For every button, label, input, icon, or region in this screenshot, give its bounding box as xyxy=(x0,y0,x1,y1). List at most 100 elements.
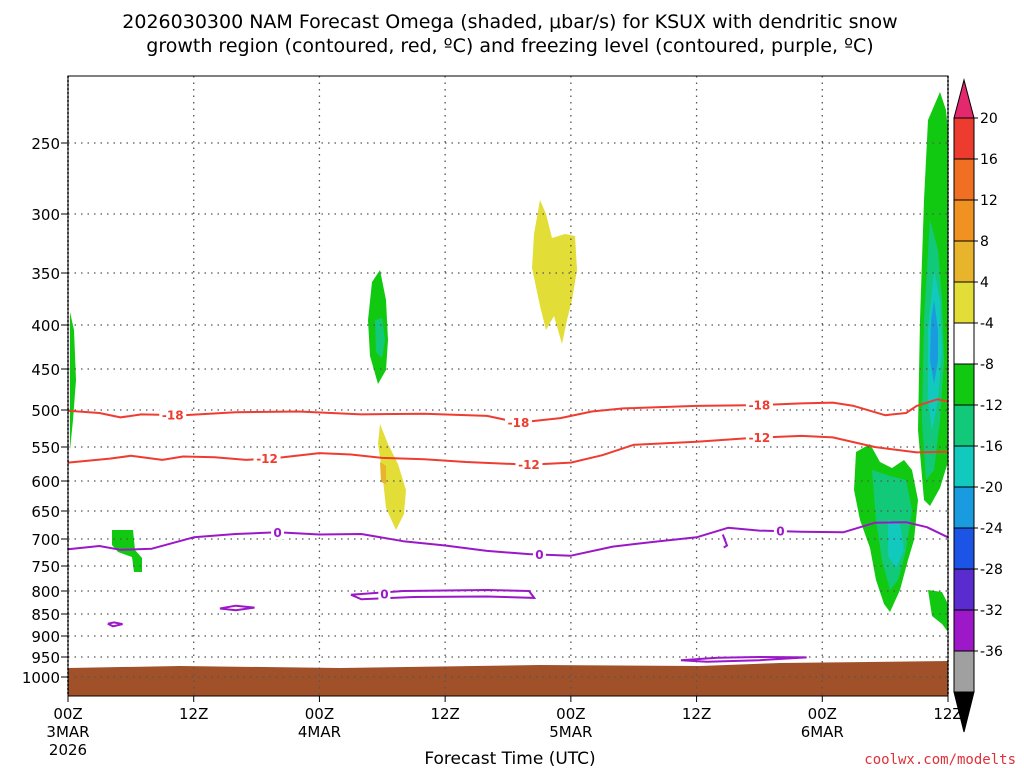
omega-region-ascent-e-core xyxy=(888,520,904,568)
contour-label: 0 xyxy=(273,526,281,540)
x-tick-sublabel: 2026 xyxy=(49,741,87,759)
colorbar-tick-label: -24 xyxy=(980,521,1003,537)
colorbar-tick-label: 8 xyxy=(980,234,989,250)
colorbar-segment xyxy=(953,199,975,242)
colorbar-tick-label: -20 xyxy=(980,480,1003,496)
y-tick-label: 1000 xyxy=(22,669,60,687)
omega-region-ascent-b-core xyxy=(375,318,385,358)
colorbar-segment xyxy=(953,445,975,488)
colorbar-segment xyxy=(953,486,975,529)
colorbar-tick-label: -32 xyxy=(980,603,1003,619)
colorbar: 20 16 12 8 4 -4 -8 -12 -16 -20 -24 -28 -32 -36 xyxy=(953,78,1003,733)
contour-line-1 xyxy=(67,434,949,466)
y-axis: 250 300 350 400 450 500 550 600 650 700 750 800 850 9… xyxy=(22,135,68,687)
colorbar-tick-label: -28 xyxy=(980,562,1003,578)
colorbar-tick-label: -16 xyxy=(980,439,1003,455)
colorbar-tick-label: -12 xyxy=(980,398,1003,414)
y-tick-label: 950 xyxy=(31,649,60,667)
colorbar-segment xyxy=(953,322,975,365)
y-tick-label: 250 xyxy=(31,135,60,153)
y-tick-label: 750 xyxy=(31,558,60,576)
contour-label: -12 xyxy=(749,431,771,445)
colorbar-segment xyxy=(953,363,975,406)
y-tick-label: 600 xyxy=(31,473,60,491)
x-tick-label: 00Z xyxy=(53,705,82,723)
contour-label-bg xyxy=(378,586,391,601)
contour-label-bg xyxy=(773,524,787,539)
colorbar-segment xyxy=(953,158,975,201)
omega-region-ascent-d-core xyxy=(930,300,938,384)
colorbar-segment xyxy=(953,527,975,570)
colorbar-segment xyxy=(953,281,975,324)
chart-title: 2026030300 NAM Forecast Omega (shaded, μ… xyxy=(122,11,897,57)
y-tick-label: 300 xyxy=(31,206,60,224)
contour-label: 0 xyxy=(535,548,543,562)
colorbar-top-arrow xyxy=(953,78,975,119)
colorbar-segment xyxy=(953,240,975,283)
colorbar-segment xyxy=(953,650,975,693)
colorbar-tick-label: 16 xyxy=(980,152,998,168)
y-tick-label: 400 xyxy=(31,317,60,335)
x-tick-sublabel: 4MAR xyxy=(298,723,341,741)
y-tick-label: 900 xyxy=(31,628,60,646)
contour-label: -18 xyxy=(508,416,530,430)
x-tick-sublabel: 6MAR xyxy=(801,723,844,741)
omega-region-ascent-a xyxy=(70,312,76,450)
credit-label: coolwx.com/modelts xyxy=(864,752,1016,768)
colorbar-tick-label: 4 xyxy=(980,275,989,291)
contour-line-2 xyxy=(67,521,949,557)
contour-label: -12 xyxy=(518,458,540,472)
freezing-loop-0 xyxy=(107,621,123,628)
plot-area xyxy=(68,76,948,696)
colorbar-tick-label: -8 xyxy=(980,357,994,373)
omega-region-descent-a xyxy=(378,424,406,530)
terrain-ground xyxy=(68,661,948,696)
contour-label-bg xyxy=(159,407,187,422)
freezing-loop-4 xyxy=(721,534,729,549)
x-tick-label: 12Z xyxy=(933,705,962,723)
contour-label-bg xyxy=(271,525,285,540)
contour-label: 0 xyxy=(380,587,388,601)
y-tick-label: 550 xyxy=(31,439,60,457)
ground-fill xyxy=(68,661,948,696)
contour-label-bg xyxy=(532,547,546,562)
contour-label: -12 xyxy=(256,452,278,466)
x-tick-label: 12Z xyxy=(682,705,711,723)
contour-label: 0 xyxy=(776,525,784,539)
contour-label: -18 xyxy=(162,408,184,422)
colorbar-tick-label: -4 xyxy=(980,316,994,332)
x-tick-sublabel: 5MAR xyxy=(549,723,592,741)
y-tick-label: 350 xyxy=(31,265,60,283)
x-tick-label: 12Z xyxy=(179,705,208,723)
colorbar-segment xyxy=(953,404,975,447)
contour-label-bg xyxy=(504,415,532,430)
y-tick-label: 700 xyxy=(31,531,60,549)
colorbar-segment xyxy=(953,568,975,611)
colorbar-tick-label: 20 xyxy=(980,111,998,127)
freezing-loop-3 xyxy=(680,655,807,663)
omega-region-ascent-f xyxy=(928,590,948,632)
y-tick-label: 850 xyxy=(31,606,60,624)
omega-region-descent-b xyxy=(532,200,577,344)
colorbar-bottom-arrow xyxy=(953,691,975,733)
x-axis-label: Forecast Time (UTC) xyxy=(424,749,595,768)
colorbar-segment xyxy=(953,609,975,652)
contour-label-bg xyxy=(745,430,773,445)
title-line-2: growth region (contoured, red, ºC) and f… xyxy=(146,35,873,57)
x-tick-sublabel: 3MAR xyxy=(46,723,89,741)
y-tick-label: 500 xyxy=(31,402,60,420)
contour-label: -18 xyxy=(749,399,771,413)
colorbar-tick-label: -36 xyxy=(980,644,1003,660)
omega-region-ascent-c xyxy=(112,530,142,572)
y-tick-label: 800 xyxy=(31,583,60,601)
omega-region-descent-a-core xyxy=(380,462,386,484)
title-line-1: 2026030300 NAM Forecast Omega (shaded, μ… xyxy=(122,11,897,33)
colorbar-segment xyxy=(953,117,975,160)
contour-label-bg xyxy=(253,451,281,466)
x-tick-label: 00Z xyxy=(305,705,334,723)
x-tick-label: 00Z xyxy=(808,705,837,723)
x-tick-label: 00Z xyxy=(556,705,585,723)
contour-label-bg xyxy=(745,398,773,413)
